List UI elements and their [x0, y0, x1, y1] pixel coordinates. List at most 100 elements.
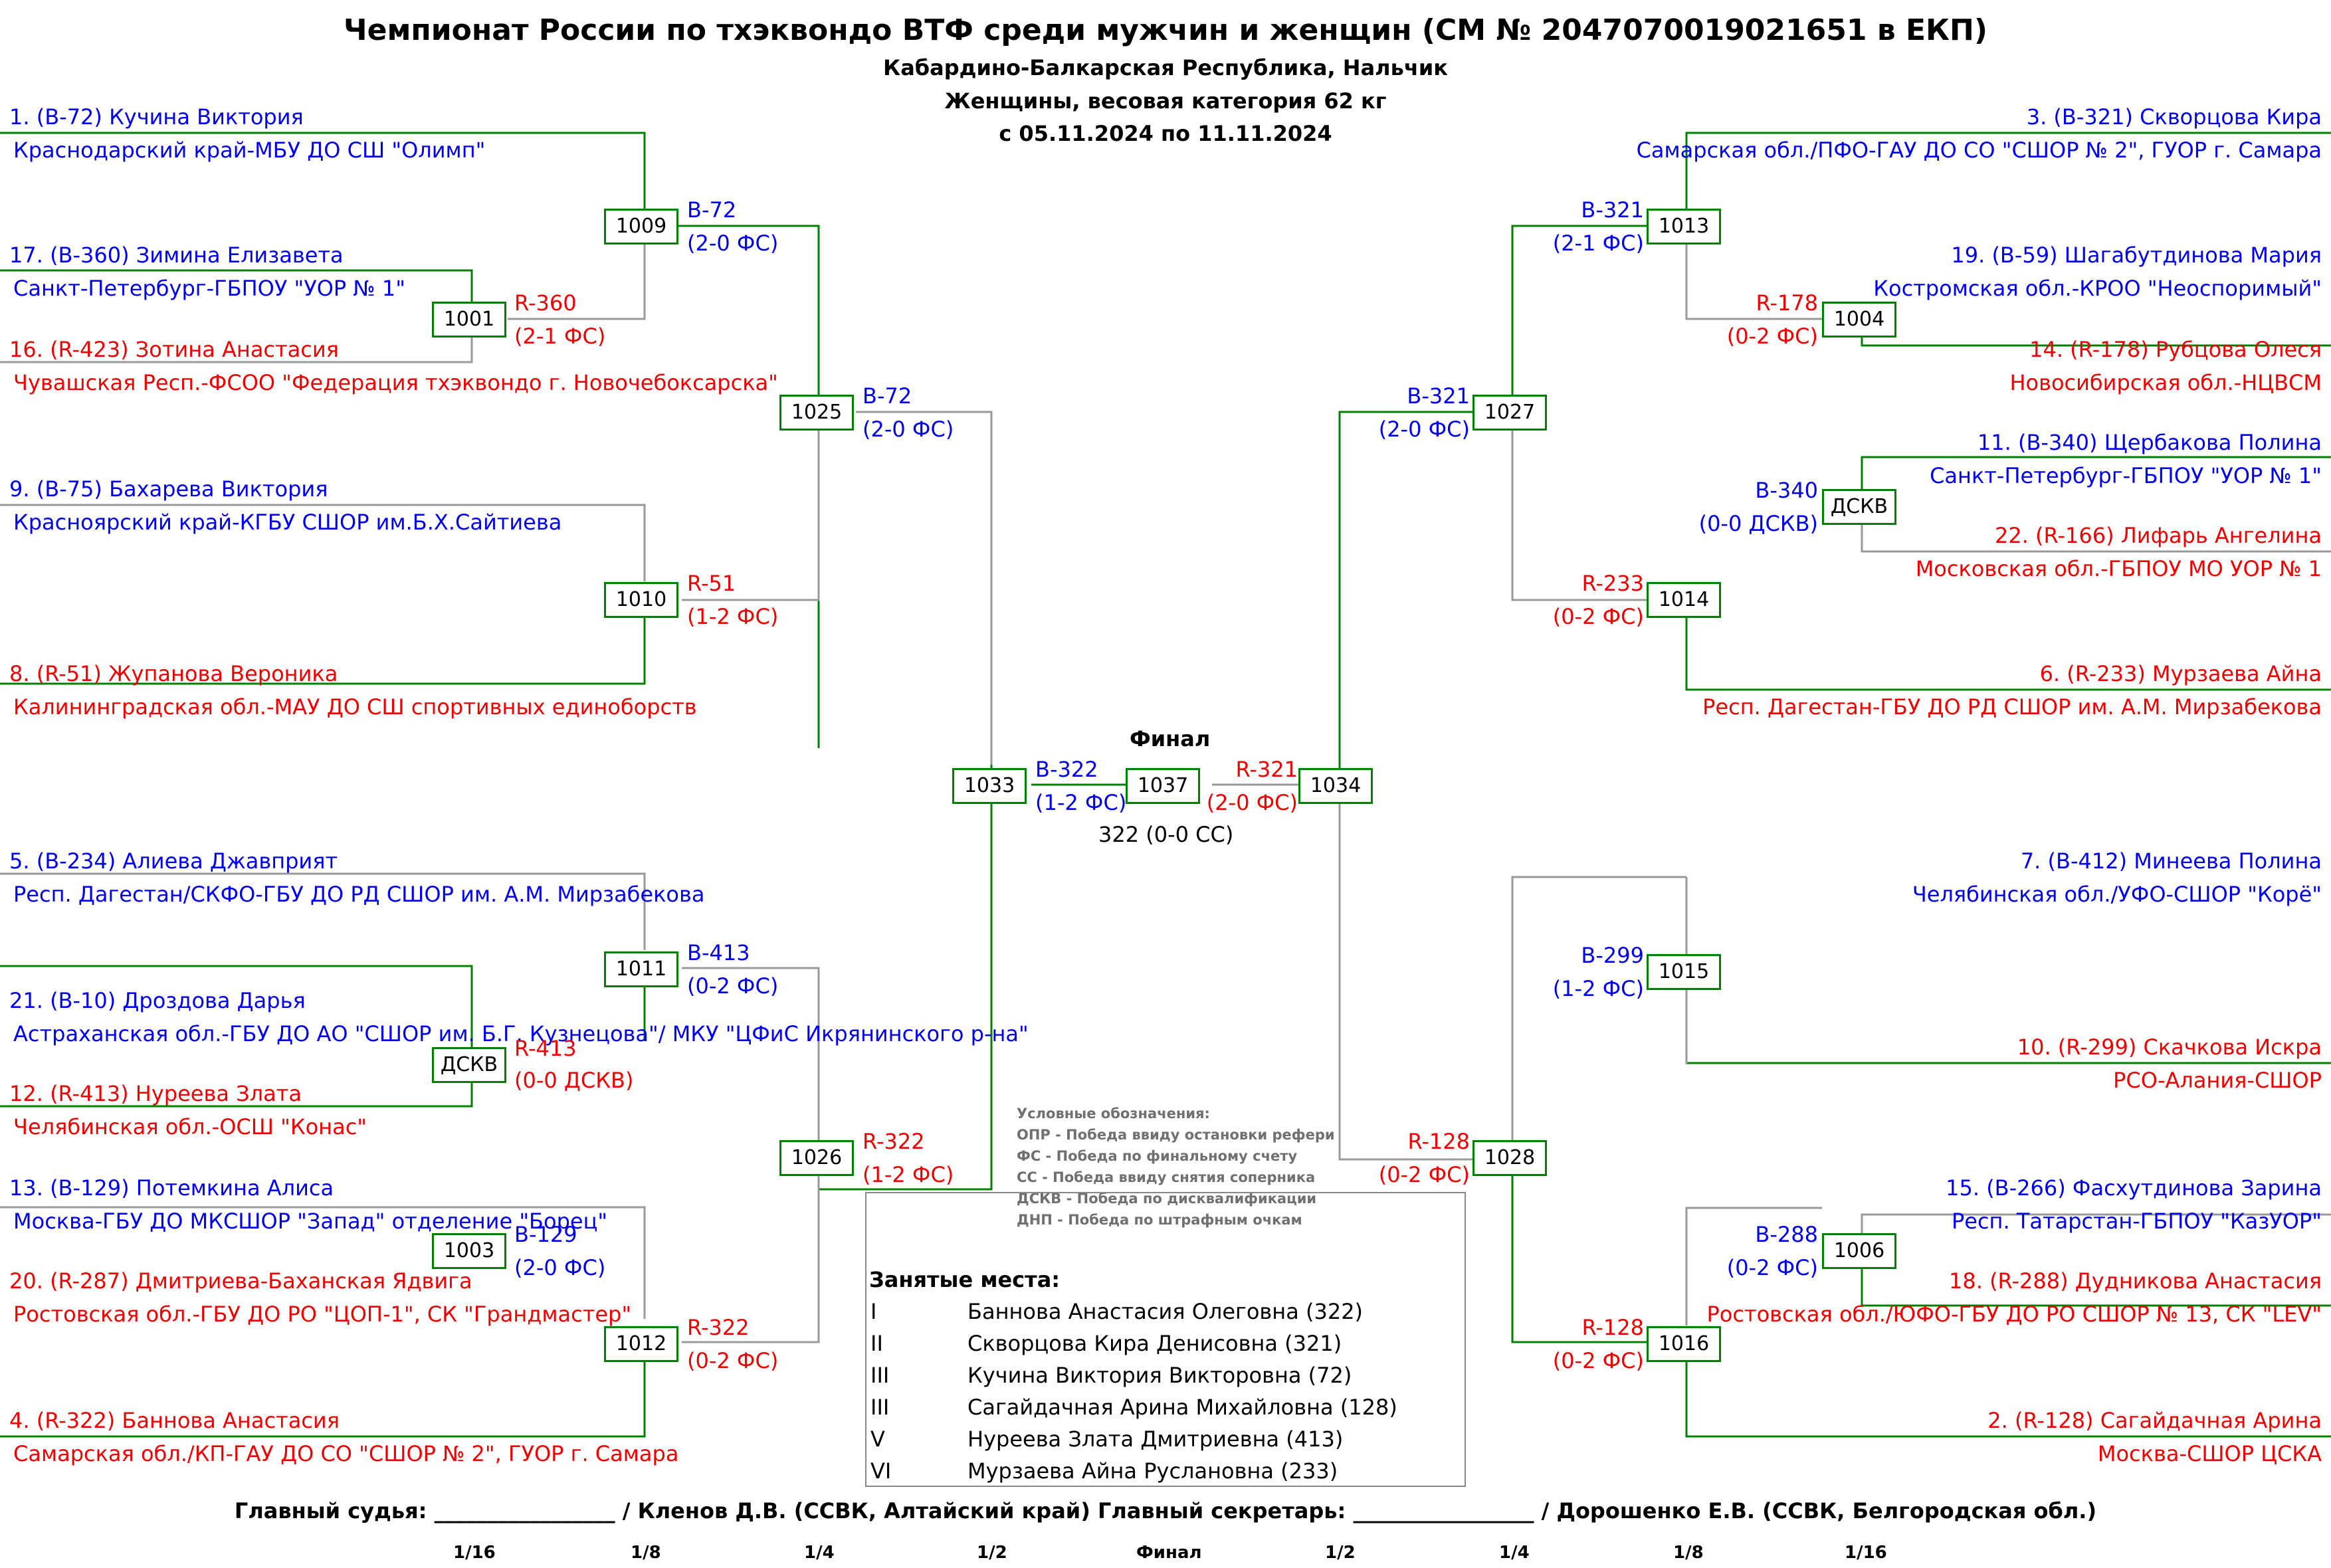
right-competitor-name: 11. (B-340) Щербакова Полина [1977, 430, 2322, 455]
final-label: Финал [1130, 726, 1211, 751]
round-label: 1/8 [631, 1543, 661, 1563]
match-winner: R-233 [1581, 571, 1644, 596]
right-competitor-team: Респ. Татарстан-ГБПОУ "КазУОР" [1951, 1209, 2322, 1234]
right-competitor-team: Ростовская обл./ЮФО-ГБУ ДО РО СШОР № 13,… [1706, 1302, 2322, 1327]
right-competitor-name: 10. (R-299) Скачкова Искра [2017, 1034, 2322, 1060]
match-score: (1-2 ФС) [1552, 976, 1644, 1001]
match-winner: R-321 [1235, 757, 1298, 782]
match-score: (1-2 ФС) [687, 604, 779, 629]
left-competitor-name: 4. (R-322) Баннова Анастасия [9, 1408, 340, 1433]
match-box[interactable]: 1033 [952, 768, 1027, 804]
round-label: 1/16 [1845, 1543, 1887, 1563]
match-winner: R-322 [687, 1315, 750, 1340]
match-score: (2-0 ФС) [514, 1255, 606, 1280]
match-box[interactable]: 1006 [1822, 1233, 1896, 1269]
match-score: (1-2 ФС) [862, 1162, 954, 1187]
left-competitor-team: Санкт-Петербург-ГБПОУ "УОР № 1" [13, 276, 405, 301]
legend-item: ОПР - Победа ввиду остановки рефери [1017, 1127, 1335, 1143]
match-winner: R-322 [862, 1129, 925, 1154]
left-competitor-name: 1. (B-72) Кучина Виктория [9, 104, 304, 130]
left-competitor-team: Челябинская обл.-ОСШ "Конас" [13, 1114, 367, 1139]
match-box[interactable]: 1034 [1298, 768, 1373, 804]
round-label: Финал [1136, 1543, 1202, 1563]
match-box[interactable]: 1026 [779, 1140, 854, 1176]
left-competitor-name: 5. (B-234) Алиева Джавприят [9, 848, 338, 874]
round-label: 1/2 [1325, 1543, 1356, 1563]
legend-title: Условные обозначения: [1017, 1106, 1210, 1122]
left-competitor-team: Красноярский край-КГБУ СШОР им.Б.Х.Сайти… [13, 510, 562, 535]
place-name: Скворцова Кира Денисовна (321) [967, 1331, 1342, 1356]
left-competitor-team: Калининградская обл.-МАУ ДО СШ спортивны… [13, 694, 697, 720]
place-rank: III [870, 1395, 890, 1420]
place-rank: I [870, 1299, 877, 1324]
match-score: (0-0 ДСКВ) [514, 1068, 634, 1093]
match-box[interactable]: 1013 [1647, 209, 1721, 245]
round-label: 1/4 [1499, 1543, 1530, 1563]
match-winner: B-72 [862, 383, 912, 409]
left-competitor-team: Самарская обл./КП-ГАУ ДО СО "СШОР № 2", … [13, 1441, 679, 1466]
final-match-box[interactable]: 1037 [1126, 768, 1200, 804]
left-competitor-team: Чувашская Респ.-ФСОО "Федерация тхэквонд… [13, 370, 778, 395]
match-box[interactable]: 1003 [432, 1233, 506, 1269]
final-result: 322 (0-0 СС) [1098, 822, 1234, 847]
match-winner: B-72 [687, 197, 737, 223]
right-competitor-name: 22. (R-166) Лифарь Ангелина [1994, 523, 2322, 548]
match-box[interactable]: 1012 [604, 1326, 678, 1362]
match-box[interactable]: 1010 [604, 582, 678, 618]
placements-title: Занятые места: [869, 1267, 1061, 1292]
right-competitor-team: Респ. Дагестан-ГБУ ДО РД СШОР им. А.М. М… [1702, 694, 2322, 720]
place-name: Мурзаева Айна Руслановна (233) [967, 1458, 1338, 1484]
match-winner: R-178 [1756, 290, 1818, 316]
match-box[interactable]: 1009 [604, 209, 678, 245]
round-label: 1/8 [1673, 1543, 1704, 1563]
match-winner: R-128 [1407, 1129, 1470, 1154]
match-box[interactable]: 1001 [432, 302, 506, 338]
match-score: (0-0 ДСКВ) [1698, 511, 1818, 536]
match-box[interactable]: 1028 [1472, 1140, 1547, 1176]
match-box[interactable]: 1015 [1647, 954, 1721, 990]
place-name: Кучина Виктория Викторовна (72) [967, 1363, 1352, 1388]
left-competitor-name: 8. (R-51) Жупанова Вероника [9, 661, 338, 686]
round-label: 1/4 [804, 1543, 835, 1563]
event-dates: с 05.11.2024 по 11.11.2024 [999, 121, 1332, 146]
round-label: 1/16 [453, 1543, 496, 1563]
match-score: (0-2 ФС) [687, 973, 779, 999]
match-box[interactable]: 1004 [1822, 302, 1896, 338]
match-box[interactable]: 1011 [604, 951, 678, 987]
right-competitor-name: 3. (B-321) Скворцова Кира [2026, 104, 2322, 130]
match-winner: B-413 [687, 940, 750, 965]
match-box[interactable]: ДСКВ [432, 1047, 506, 1083]
right-competitor-name: 6. (R-233) Мурзаева Айна [2039, 661, 2322, 686]
match-score: (0-2 ФС) [1378, 1162, 1470, 1187]
right-competitor-name: 2. (R-128) Сагайдачная Арина [1987, 1408, 2322, 1433]
place-rank: II [870, 1331, 883, 1356]
match-winner: B-322 [1035, 757, 1098, 782]
left-competitor-team: Респ. Дагестан/СКФО-ГБУ ДО РД СШОР им. А… [13, 882, 705, 907]
weight-category: Женщины, весовая категория 62 кг [944, 88, 1387, 114]
match-winner: R-360 [514, 290, 577, 316]
right-competitor-team: Челябинская обл./УФО-СШОР "Корё" [1912, 882, 2322, 907]
match-box[interactable]: 1027 [1472, 395, 1547, 431]
right-competitor-team: Московская обл.-ГБПОУ МО УОР № 1 [1915, 556, 2322, 581]
match-winner: R-128 [1581, 1315, 1644, 1340]
right-competitor-team: РСО-Алания-СШОР [2113, 1068, 2322, 1093]
match-winner: B-321 [1407, 383, 1470, 409]
match-box[interactable]: 1025 [779, 395, 854, 431]
match-score: (0-2 ФС) [1552, 1348, 1644, 1373]
match-winner: B-340 [1755, 478, 1818, 503]
round-label: 1/2 [977, 1543, 1007, 1563]
match-score: (1-2 ФС) [1035, 790, 1127, 815]
right-competitor-team: Костромская обл.-КРОО "Неоспоримый" [1873, 276, 2322, 301]
match-winner: R-51 [687, 571, 736, 596]
right-competitor-team: Санкт-Петербург-ГБПОУ "УОР № 1" [1930, 463, 2322, 488]
page-title: Чемпионат России по тхэквондо ВТФ среди … [344, 13, 1987, 47]
match-winner: B-321 [1581, 197, 1644, 223]
match-box[interactable]: 1016 [1647, 1326, 1721, 1362]
match-box[interactable]: 1014 [1647, 582, 1721, 618]
place-name: Нуреева Злата Дмитриевна (413) [967, 1426, 1344, 1452]
legend-item: ДНП - Победа по штрафным очкам [1017, 1212, 1302, 1228]
match-box[interactable]: ДСКВ [1822, 489, 1896, 525]
left-competitor-team: Ростовская обл.-ГБУ ДО РО "ЦОП-1", СК "Г… [13, 1302, 632, 1327]
place-rank: III [870, 1363, 890, 1388]
placements-box: Занятые места: I Баннова Анастасия Олего… [865, 1192, 1466, 1487]
